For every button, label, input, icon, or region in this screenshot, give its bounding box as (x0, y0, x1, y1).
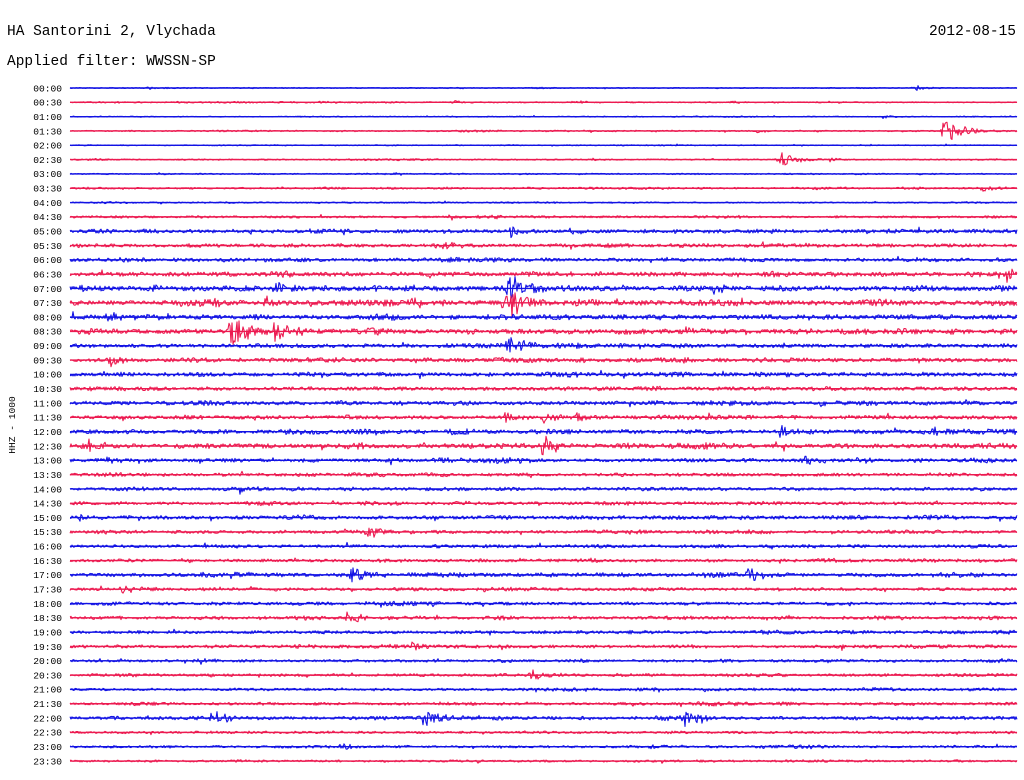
trace-row (69, 399, 1018, 408)
tick-label: 02:00 (33, 141, 62, 152)
tick-label: 08:00 (33, 312, 62, 323)
tick-label: 20:30 (33, 670, 62, 681)
tick-label: 09:30 (33, 355, 62, 366)
date-label: 2012-08-15 (929, 24, 1016, 40)
tick-label: 15:30 (33, 527, 62, 538)
y-axis-label: HHZ - 1000 (7, 396, 18, 454)
time-labels: 00:00 00:30 01:00 01:30 02:00 02:30 03:00 03:30… (33, 83, 62, 767)
tick-label: 04:30 (33, 212, 62, 223)
trace-row (69, 320, 1018, 345)
tick-label: 05:30 (33, 241, 62, 252)
tick-label: 14:00 (33, 484, 62, 495)
tick-label: 17:00 (33, 570, 62, 581)
tick-label: 01:30 (33, 126, 62, 137)
tick-label: 10:30 (33, 384, 62, 395)
tick-label: 06:00 (33, 255, 62, 266)
tick-label: 11:00 (33, 398, 62, 409)
tick-label: 12:30 (33, 441, 62, 452)
tick-label: 03:00 (33, 169, 62, 180)
filter-label: Applied filter: WWSSN-SP (7, 54, 216, 70)
tick-label: 23:00 (33, 742, 62, 753)
tick-label: 22:30 (33, 728, 62, 739)
trace-row (69, 514, 1018, 522)
tick-label: 03:30 (33, 184, 62, 195)
tick-label: 16:30 (33, 556, 62, 567)
tick-label: 19:00 (33, 628, 62, 639)
tick-label: 07:30 (33, 298, 62, 309)
tick-label: 18:00 (33, 599, 62, 610)
tick-label: 00:00 (33, 83, 62, 94)
tick-label: 22:00 (33, 713, 62, 724)
trace-row (69, 292, 1018, 318)
tick-label: 01:00 (33, 112, 62, 123)
trace-row (69, 268, 1018, 283)
tick-label: 17:30 (33, 585, 62, 596)
tick-label: 09:00 (33, 341, 62, 352)
tick-label: 21:00 (33, 685, 62, 696)
tick-label: 07:00 (33, 284, 62, 295)
tick-label: 02:30 (33, 155, 62, 166)
tick-label: 13:00 (33, 456, 62, 467)
tick-label: 21:30 (33, 699, 62, 710)
tick-label: 10:00 (33, 370, 62, 381)
station-title: HA Santorini 2, Vlychada (7, 24, 216, 40)
tick-label: 05:00 (33, 227, 62, 238)
tick-label: 04:00 (33, 198, 62, 209)
tick-label: 15:00 (33, 513, 62, 524)
trace-row (69, 412, 1018, 424)
tick-label: 18:30 (33, 613, 62, 624)
tick-label: 06:30 (33, 270, 62, 281)
tick-label: 19:30 (33, 642, 62, 653)
tick-label: 14:30 (33, 499, 62, 510)
tick-label: 12:00 (33, 427, 62, 438)
tick-label: 20:00 (33, 656, 62, 667)
tick-label: 00:30 (33, 98, 62, 109)
tick-label: 13:30 (33, 470, 62, 481)
tick-label: 11:30 (33, 413, 62, 424)
trace-row (69, 730, 1018, 736)
seismic-traces (69, 85, 1018, 764)
tick-label: 16:00 (33, 542, 62, 553)
tick-label: 23:30 (33, 756, 62, 767)
tick-label: 08:30 (33, 327, 62, 338)
